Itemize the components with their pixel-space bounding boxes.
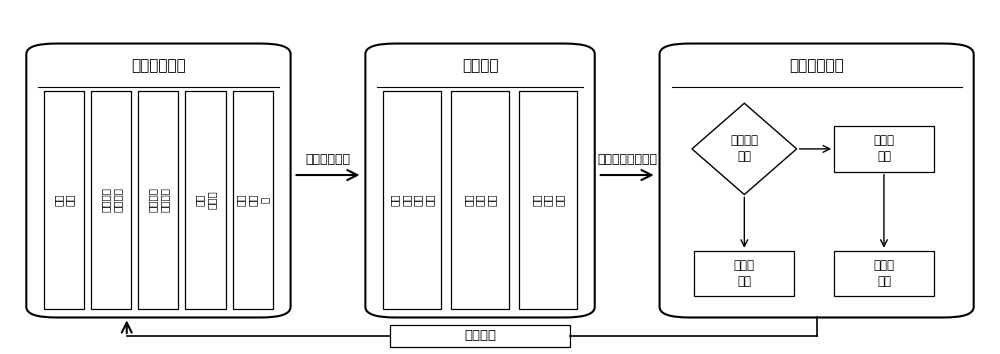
Text: 工序加工
开始时间: 工序加工 开始时间: [101, 187, 122, 212]
FancyBboxPatch shape: [365, 44, 595, 318]
Text: 缓冲
加工区: 缓冲 加工区: [195, 190, 216, 209]
Bar: [834, 251, 934, 296]
FancyBboxPatch shape: [660, 44, 974, 318]
Text: 原调度
方案: 原调度 方案: [734, 259, 755, 288]
Bar: [138, 91, 178, 309]
Bar: [383, 91, 441, 309]
Text: 数据采集: 数据采集: [462, 58, 498, 73]
Bar: [233, 91, 273, 309]
Text: 已完
成工
件: 已完 成工 件: [236, 194, 269, 206]
Text: 生产
数据
采集: 生产 数据 采集: [463, 194, 497, 206]
Text: 生产车间现场: 生产车间现场: [131, 58, 186, 73]
Text: 员工
数据
采集: 员工 数据 采集: [531, 194, 564, 206]
Text: 资源调度分配: 资源调度分配: [789, 58, 844, 73]
Text: 判断事件
类型: 判断事件 类型: [730, 135, 758, 164]
Bar: [451, 91, 509, 309]
Bar: [185, 91, 226, 309]
Text: 处理后的现场数据: 处理后的现场数据: [597, 153, 657, 166]
Bar: [44, 91, 84, 309]
Bar: [519, 91, 577, 309]
Polygon shape: [692, 103, 797, 195]
FancyBboxPatch shape: [26, 44, 291, 318]
Text: 调度指令: 调度指令: [464, 330, 496, 342]
Text: 生产
过程
数据
采集: 生产 过程 数据 采集: [390, 194, 435, 206]
Bar: [834, 126, 934, 172]
Text: 重调度
策略: 重调度 策略: [873, 135, 894, 164]
Bar: [694, 251, 794, 296]
Bar: [91, 91, 131, 309]
Text: 工序加工
结束时间: 工序加工 结束时间: [148, 187, 169, 212]
Text: 车间
设备: 车间 设备: [54, 194, 75, 206]
Text: 重调度
方案: 重调度 方案: [873, 259, 894, 288]
Text: 现场实时数据: 现场实时数据: [305, 153, 350, 166]
Bar: [390, 325, 570, 347]
